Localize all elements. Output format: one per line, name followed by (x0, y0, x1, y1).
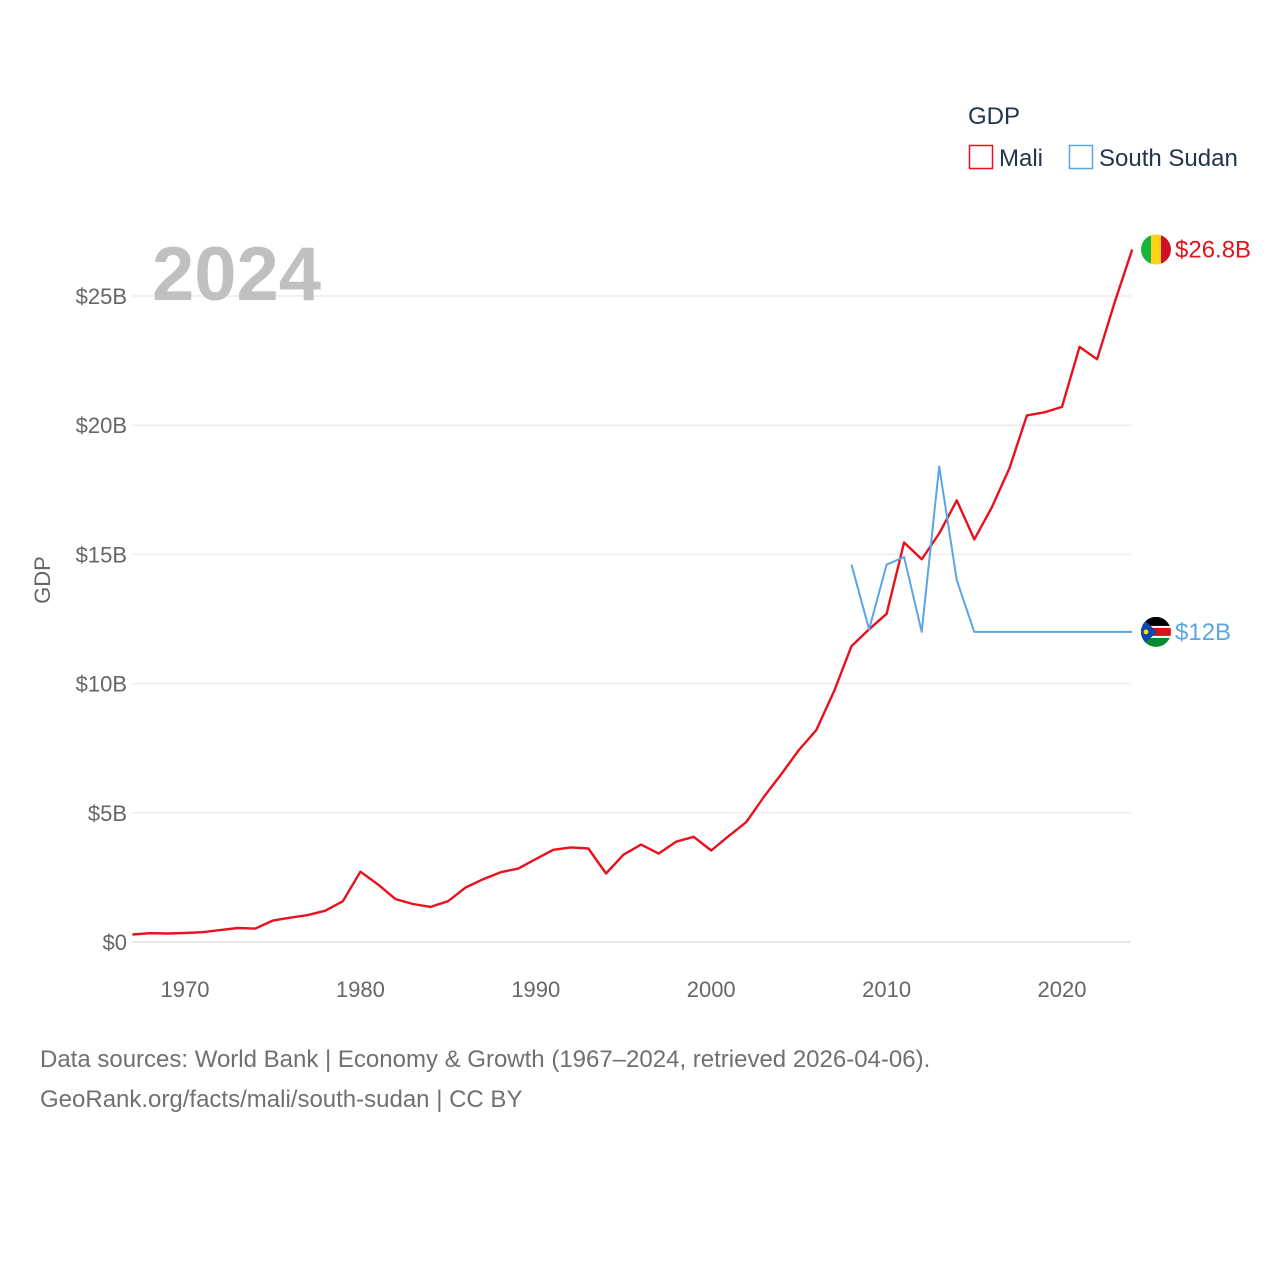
end-value-label-mali: $26.8B (1175, 236, 1251, 263)
mali-flag-icon (1141, 234, 1171, 265)
legend-swatch-mali (968, 144, 994, 170)
y-tick-label: $10B (76, 672, 127, 697)
y-axis: $0 $5B $10B $15B $20B $25B (76, 284, 127, 955)
y-tick-label: $15B (76, 542, 127, 567)
legend-item-mali[interactable]: Mali (968, 144, 1044, 172)
x-axis: 1970 1980 1990 2000 2010 2020 (161, 977, 1087, 1002)
y-tick-label: $25B (76, 284, 127, 309)
x-tick-label: 1970 (161, 977, 210, 1002)
gridlines (132, 295, 1131, 943)
x-tick-label: 2010 (862, 977, 911, 1002)
legend-title: GDP (968, 103, 1020, 130)
legend-label-mali: Mali (999, 145, 1043, 172)
series-end-labels: $26.8B $12B (1141, 234, 1251, 647)
legend[interactable]: GDP Mali South Sudan (968, 103, 1238, 172)
data-source-note: Data sources: World Bank | Economy & Gro… (40, 1046, 931, 1073)
series-lines (132, 249, 1134, 936)
x-tick-label: 1980 (336, 977, 385, 1002)
y-tick-label: $0 (103, 930, 127, 955)
attribution-link[interactable]: GeoRank.org/facts/mali/south-sudan | CC … (40, 1086, 523, 1113)
legend-label-south-sudan: South Sudan (1099, 145, 1238, 172)
legend-item-south-sudan[interactable]: South Sudan (1068, 144, 1238, 172)
south-sudan-flag-icon (1141, 616, 1171, 647)
end-value-label-south-sudan: $12B (1175, 619, 1231, 646)
y-axis-title: GDP (30, 556, 55, 604)
x-tick-label: 2000 (687, 977, 736, 1002)
x-tick-label: 1990 (511, 977, 560, 1002)
series-line-south-sudan[interactable] (850, 465, 1133, 633)
x-tick-label: 2020 (1038, 977, 1087, 1002)
y-tick-label: $20B (76, 413, 127, 438)
series-line-mali[interactable] (132, 249, 1134, 936)
y-tick-label: $5B (88, 801, 127, 826)
year-label: 2024 (152, 232, 321, 317)
legend-swatch-south-sudan (1068, 144, 1094, 170)
